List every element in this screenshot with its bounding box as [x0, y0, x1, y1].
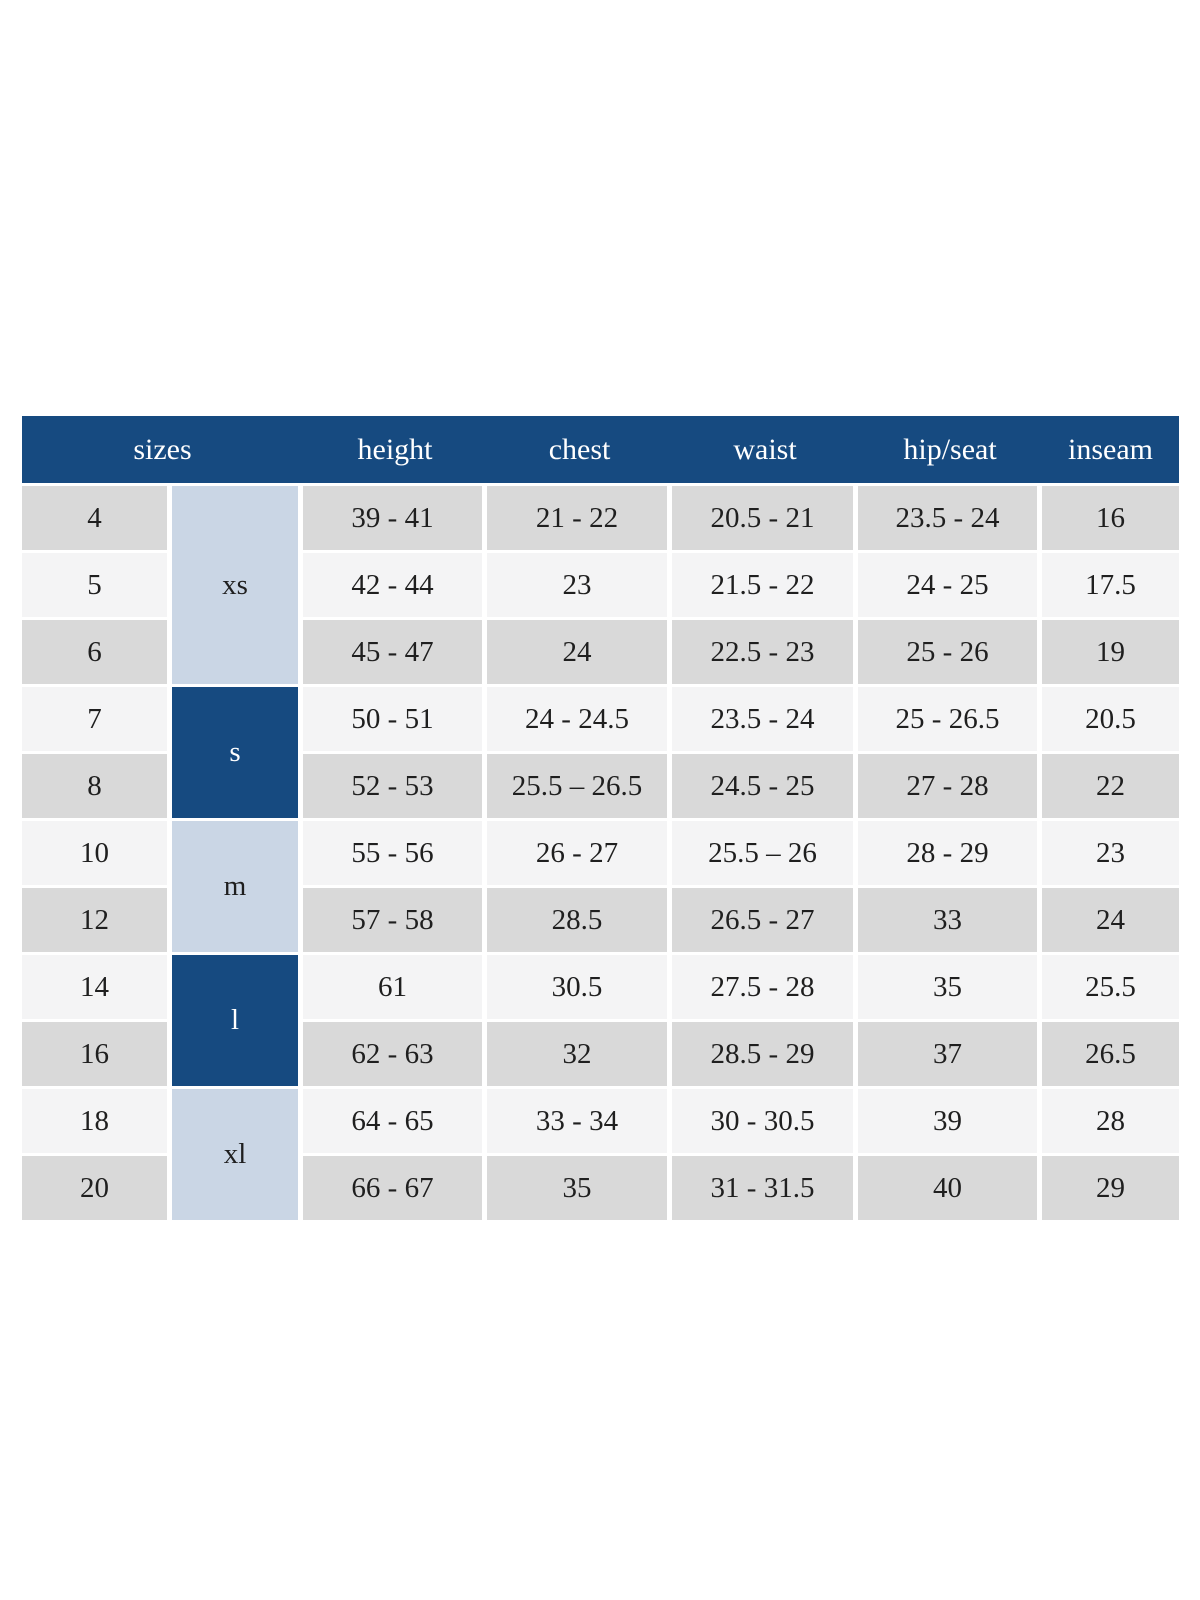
inseam-cell: 17.5 — [1042, 553, 1180, 620]
size-cell: 16 — [22, 1022, 172, 1089]
hip-seat-cell: 28 - 29 — [858, 821, 1043, 888]
chest-cell: 30.5 — [487, 955, 673, 1022]
hip-seat-cell: 37 — [858, 1022, 1043, 1089]
group-cell-xs: xs — [172, 486, 304, 687]
waist-cell: 24.5 - 25 — [672, 754, 859, 821]
inseam-cell: 20.5 — [1042, 687, 1180, 754]
chest-cell: 25.5 – 26.5 — [487, 754, 673, 821]
waist-cell: 30 - 30.5 — [672, 1089, 859, 1156]
inseam-cell: 23 — [1042, 821, 1180, 888]
size-cell: 18 — [22, 1089, 172, 1156]
hip-seat-cell: 27 - 28 — [858, 754, 1043, 821]
table-row: 10 m 55 - 56 26 - 27 25.5 – 26 28 - 29 23 — [22, 821, 1180, 955]
height-cell: 42 - 44 — [303, 553, 488, 620]
hip-seat-cell: 33 — [858, 888, 1043, 955]
table-row: 12 57 - 58 28.5 26.5 - 27 33 24 — [22, 888, 1180, 955]
hip-seat-cell: 35 — [858, 955, 1043, 1022]
height-cell: 55 - 56 — [303, 821, 488, 888]
chest-cell: 24 — [487, 620, 673, 687]
size-cell: 6 — [22, 620, 172, 687]
size-cell: 7 — [22, 687, 172, 754]
chest-cell: 23 — [487, 553, 673, 620]
table-row: 6 45 - 47 24 22.5 - 23 25 - 26 19 — [22, 620, 1180, 687]
height-cell: 45 - 47 — [303, 620, 488, 687]
column-header-waist: waist — [672, 416, 859, 486]
size-cell: 14 — [22, 955, 172, 1022]
hip-seat-cell: 39 — [858, 1089, 1043, 1156]
inseam-cell: 26.5 — [1042, 1022, 1180, 1089]
group-cell-m: m — [172, 821, 304, 955]
height-cell: 62 - 63 — [303, 1022, 488, 1089]
chest-cell: 35 — [487, 1156, 673, 1223]
inseam-cell: 22 — [1042, 754, 1180, 821]
inseam-cell: 24 — [1042, 888, 1180, 955]
hip-seat-cell: 24 - 25 — [858, 553, 1043, 620]
height-cell: 57 - 58 — [303, 888, 488, 955]
size-cell: 20 — [22, 1156, 172, 1223]
waist-cell: 25.5 – 26 — [672, 821, 859, 888]
chest-cell: 21 - 22 — [487, 486, 673, 553]
column-header-chest: chest — [487, 416, 673, 486]
height-cell: 52 - 53 — [303, 754, 488, 821]
table-row: 8 52 - 53 25.5 – 26.5 24.5 - 25 27 - 28 22 — [22, 754, 1180, 821]
height-cell: 61 — [303, 955, 488, 1022]
inseam-cell: 28 — [1042, 1089, 1180, 1156]
group-cell-s: s — [172, 687, 304, 821]
waist-cell: 23.5 - 24 — [672, 687, 859, 754]
inseam-cell: 19 — [1042, 620, 1180, 687]
table-row: 20 66 - 67 35 31 - 31.5 40 29 — [22, 1156, 1180, 1223]
size-chart-header: sizes height chest waist hip/seat inseam — [22, 416, 1180, 486]
table-row: 16 62 - 63 32 28.5 - 29 37 26.5 — [22, 1022, 1180, 1089]
waist-cell: 31 - 31.5 — [672, 1156, 859, 1223]
column-header-height: height — [303, 416, 488, 486]
chest-cell: 32 — [487, 1022, 673, 1089]
chest-cell: 28.5 — [487, 888, 673, 955]
height-cell: 50 - 51 — [303, 687, 488, 754]
waist-cell: 28.5 - 29 — [672, 1022, 859, 1089]
inseam-cell: 16 — [1042, 486, 1180, 553]
inseam-cell: 29 — [1042, 1156, 1180, 1223]
height-cell: 39 - 41 — [303, 486, 488, 553]
size-cell: 10 — [22, 821, 172, 888]
hip-seat-cell: 23.5 - 24 — [858, 486, 1043, 553]
waist-cell: 21.5 - 22 — [672, 553, 859, 620]
size-chart: sizes height chest waist hip/seat inseam… — [22, 416, 1180, 1223]
waist-cell: 20.5 - 21 — [672, 486, 859, 553]
waist-cell: 22.5 - 23 — [672, 620, 859, 687]
size-chart-table: sizes height chest waist hip/seat inseam… — [22, 416, 1180, 1223]
header-row: sizes height chest waist hip/seat inseam — [22, 416, 1180, 486]
group-cell-xl: xl — [172, 1089, 304, 1223]
table-row: 5 42 - 44 23 21.5 - 22 24 - 25 17.5 — [22, 553, 1180, 620]
height-cell: 66 - 67 — [303, 1156, 488, 1223]
table-row: 4 xs 39 - 41 21 - 22 20.5 - 21 23.5 - 24 16 — [22, 486, 1180, 687]
chest-cell: 24 - 24.5 — [487, 687, 673, 754]
waist-cell: 27.5 - 28 — [672, 955, 859, 1022]
table-row: 14 l 61 30.5 27.5 - 28 35 25.5 — [22, 955, 1180, 1089]
size-chart-body: 4 xs 39 - 41 21 - 22 20.5 - 21 23.5 - 24 16 5 42… — [22, 486, 1180, 1223]
hip-seat-cell: 25 - 26 — [858, 620, 1043, 687]
hip-seat-cell: 40 — [858, 1156, 1043, 1223]
chest-cell: 26 - 27 — [487, 821, 673, 888]
column-header-hip-seat: hip/seat — [858, 416, 1043, 486]
inseam-cell: 25.5 — [1042, 955, 1180, 1022]
table-row: 18 xl 64 - 65 33 - 34 30 - 30.5 39 28 — [22, 1089, 1180, 1223]
size-cell: 4 — [22, 486, 172, 553]
column-header-sizes: sizes — [22, 416, 304, 486]
height-cell: 64 - 65 — [303, 1089, 488, 1156]
hip-seat-cell: 25 - 26.5 — [858, 687, 1043, 754]
waist-cell: 26.5 - 27 — [672, 888, 859, 955]
group-cell-l: l — [172, 955, 304, 1089]
column-header-inseam: inseam — [1042, 416, 1180, 486]
size-cell: 8 — [22, 754, 172, 821]
table-row: 7 s 50 - 51 24 - 24.5 23.5 - 24 25 - 26.5 20.5 — [22, 687, 1180, 821]
size-cell: 12 — [22, 888, 172, 955]
size-cell: 5 — [22, 553, 172, 620]
chest-cell: 33 - 34 — [487, 1089, 673, 1156]
